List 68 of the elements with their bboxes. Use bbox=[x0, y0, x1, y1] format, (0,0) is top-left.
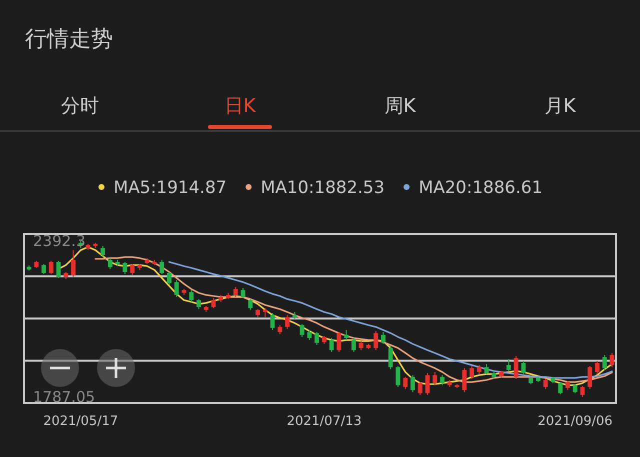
x-tick-label: 2021/07/13 bbox=[286, 414, 362, 429]
candlestick bbox=[71, 250, 76, 278]
candlestick bbox=[100, 245, 106, 258]
legend-label: MA5:1914.87 bbox=[113, 178, 227, 198]
candlestick bbox=[462, 368, 467, 393]
candlestick bbox=[602, 354, 607, 370]
candlestick bbox=[262, 308, 268, 318]
candlestick bbox=[572, 384, 578, 394]
candlestick bbox=[336, 332, 342, 352]
candlestick bbox=[381, 332, 386, 344]
candlestick bbox=[42, 264, 46, 275]
candlestick bbox=[588, 366, 592, 390]
candlestick bbox=[610, 352, 614, 368]
candlestick bbox=[233, 286, 238, 298]
candlestick bbox=[521, 360, 526, 375]
candlestick bbox=[285, 314, 290, 330]
candlestick bbox=[196, 298, 201, 310]
text: 周K bbox=[384, 95, 416, 117]
candlestick bbox=[514, 356, 518, 380]
text: 月K bbox=[544, 95, 576, 117]
candlestick bbox=[558, 382, 563, 395]
y-tick-label: 2392.3 bbox=[33, 232, 86, 250]
candlestick bbox=[374, 330, 378, 351]
candlestick bbox=[396, 366, 400, 388]
candlestick bbox=[418, 382, 422, 396]
candlestick bbox=[278, 324, 282, 335]
candlestick bbox=[160, 259, 164, 275]
candlestick bbox=[388, 345, 393, 370]
candlestick bbox=[484, 364, 489, 375]
candlestick bbox=[211, 298, 216, 309]
candlestick bbox=[270, 312, 275, 331]
candlestick bbox=[48, 260, 54, 275]
candlestick bbox=[358, 340, 364, 351]
candlestick bbox=[351, 338, 356, 352]
candlestick bbox=[300, 324, 304, 338]
y-tick-label: 1787.05 bbox=[33, 388, 96, 406]
title: 行情走势 bbox=[25, 27, 113, 52]
x-tick-label: 2021/09/06 bbox=[538, 414, 613, 429]
candlestick bbox=[425, 372, 430, 396]
candlestick bbox=[248, 298, 253, 310]
candlestick bbox=[580, 385, 585, 398]
candlestick bbox=[167, 272, 172, 286]
candlestick bbox=[440, 374, 444, 386]
candlestick bbox=[506, 358, 511, 372]
text: 分时 bbox=[61, 95, 99, 117]
candlestick bbox=[410, 374, 415, 393]
legend-label: MA20:1886.61 bbox=[418, 178, 543, 198]
x-tick-label: 2021/05/17 bbox=[43, 414, 118, 429]
candlestick bbox=[130, 264, 135, 276]
candlestick bbox=[476, 364, 482, 375]
candlestick bbox=[403, 376, 408, 390]
candlestick bbox=[566, 380, 570, 391]
candlestick bbox=[344, 330, 349, 341]
candlestick bbox=[595, 360, 600, 375]
candlestick bbox=[56, 260, 61, 278]
candlestick bbox=[432, 372, 438, 386]
candlestick bbox=[329, 338, 334, 352]
text: 日K bbox=[224, 95, 256, 117]
candlestick bbox=[307, 330, 312, 341]
candlestick bbox=[174, 280, 179, 298]
candlestick bbox=[240, 287, 246, 299]
candlestick bbox=[108, 258, 112, 270]
candlestick bbox=[470, 366, 474, 380]
candlestick bbox=[543, 378, 548, 390]
candlestick bbox=[314, 332, 320, 346]
legend-label: MA10:1882.53 bbox=[260, 178, 385, 198]
candlestick bbox=[189, 290, 194, 302]
candlestick bbox=[122, 261, 128, 275]
